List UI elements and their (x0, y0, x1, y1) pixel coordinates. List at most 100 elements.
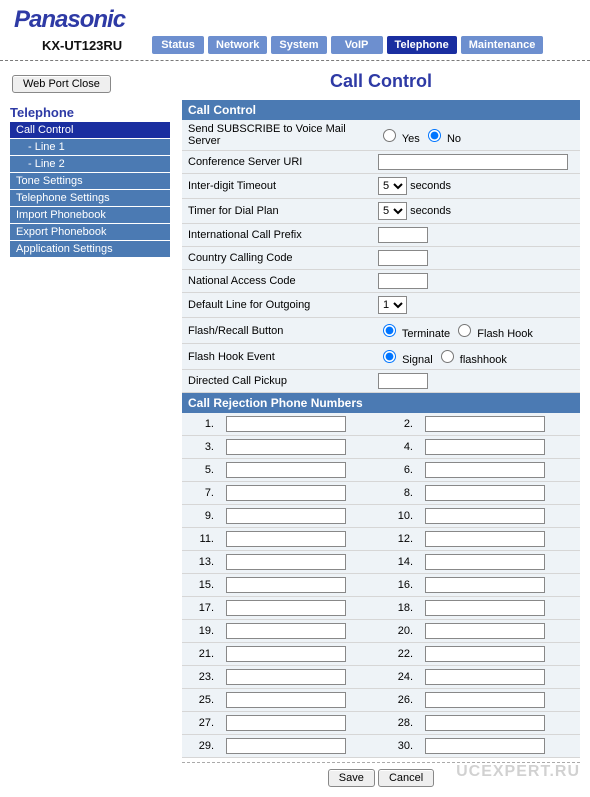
rej-input-13[interactable] (226, 554, 346, 570)
rej-num-14: 14. (381, 551, 421, 574)
rej-num-11: 11. (182, 528, 222, 551)
rej-input-26[interactable] (425, 692, 545, 708)
sidebar-heading: Telephone (10, 105, 170, 120)
rej-num-18: 18. (381, 597, 421, 620)
rej-num-25: 25. (182, 689, 222, 712)
nav-tab-maintenance[interactable]: Maintenance (461, 36, 544, 54)
main-content: Call Control Call Control Send SUBSCRIBE… (182, 61, 580, 791)
rej-input-30[interactable] (425, 738, 545, 754)
rej-num-13: 13. (182, 551, 222, 574)
rej-num-15: 15. (182, 574, 222, 597)
rej-input-20[interactable] (425, 623, 545, 639)
rej-input-9[interactable] (226, 508, 346, 524)
rej-num-7: 7. (182, 482, 222, 505)
rej-input-27[interactable] (226, 715, 346, 731)
intlprefix-input[interactable] (378, 227, 428, 243)
hook-flashhook-radio[interactable] (441, 350, 454, 363)
rej-num-8: 8. (381, 482, 421, 505)
rej-input-8[interactable] (425, 485, 545, 501)
brand-bar: Panasonic (0, 0, 590, 36)
rej-input-23[interactable] (226, 669, 346, 685)
sidebar-item-2[interactable]: - Line 2 (10, 156, 170, 172)
call-control-form: Send SUBSCRIBE to Voice Mail Server Yes … (182, 120, 580, 393)
dcp-input[interactable] (378, 373, 428, 389)
page-title: Call Control (182, 61, 580, 100)
hook-signal-option[interactable]: Signal (378, 354, 433, 366)
rej-input-17[interactable] (226, 600, 346, 616)
web-port-close-button[interactable]: Web Port Close (12, 75, 111, 93)
rej-input-10[interactable] (425, 508, 545, 524)
hook-label: Flash Hook Event (182, 344, 372, 370)
rej-num-5: 5. (182, 459, 222, 482)
sidebar-item-6[interactable]: Export Phonebook (10, 224, 170, 240)
defline-label: Default Line for Outgoing (182, 293, 372, 318)
rej-input-3[interactable] (226, 439, 346, 455)
defline-select[interactable]: 1 (378, 296, 407, 314)
subscribe-no-radio[interactable] (428, 129, 441, 142)
country-input[interactable] (378, 250, 428, 266)
rej-input-12[interactable] (425, 531, 545, 547)
interdigit-select[interactable]: 5 (378, 177, 407, 195)
section-call-rejection: Call Rejection Phone Numbers (182, 393, 580, 413)
section-call-control: Call Control (182, 100, 580, 120)
rej-num-22: 22. (381, 643, 421, 666)
watermark: UCEXPERT.RU (456, 763, 580, 781)
sidebar-item-1[interactable]: - Line 1 (10, 139, 170, 155)
sidebar-item-4[interactable]: Telephone Settings (10, 190, 170, 206)
sidebar-item-0[interactable]: Call Control (10, 122, 170, 138)
flash-terminate-option[interactable]: Terminate (378, 328, 450, 340)
rej-input-29[interactable] (226, 738, 346, 754)
rej-input-28[interactable] (425, 715, 545, 731)
dialplan-select[interactable]: 5 (378, 202, 407, 220)
rej-input-19[interactable] (226, 623, 346, 639)
rej-input-25[interactable] (226, 692, 346, 708)
subscribe-label: Send SUBSCRIBE to Voice Mail Server (182, 120, 372, 151)
rej-num-28: 28. (381, 712, 421, 735)
country-label: Country Calling Code (182, 247, 372, 270)
subscribe-value-cell: Yes No (372, 120, 580, 151)
rej-num-16: 16. (381, 574, 421, 597)
save-button[interactable]: Save (328, 769, 375, 787)
rej-input-21[interactable] (226, 646, 346, 662)
subscribe-yes-radio[interactable] (383, 129, 396, 142)
nav-tab-network[interactable]: Network (208, 36, 267, 54)
nav-tab-voip[interactable]: VoIP (331, 36, 383, 54)
nac-input[interactable] (378, 273, 428, 289)
rej-input-18[interactable] (425, 600, 545, 616)
nav-tab-telephone[interactable]: Telephone (387, 36, 457, 54)
flash-terminate-radio[interactable] (383, 324, 396, 337)
hook-flashhook-option[interactable]: flashhook (436, 354, 507, 366)
conf-uri-label: Conference Server URI (182, 151, 372, 174)
rej-num-3: 3. (182, 436, 222, 459)
rej-input-22[interactable] (425, 646, 545, 662)
rej-input-4[interactable] (425, 439, 545, 455)
rej-num-23: 23. (182, 666, 222, 689)
rej-input-7[interactable] (226, 485, 346, 501)
hook-signal-radio[interactable] (383, 350, 396, 363)
nav-tab-system[interactable]: System (271, 36, 326, 54)
flash-hook-radio[interactable] (458, 324, 471, 337)
rej-input-5[interactable] (226, 462, 346, 478)
dcp-label: Directed Call Pickup (182, 370, 372, 393)
subscribe-no-option[interactable]: No (423, 133, 461, 145)
cancel-button[interactable]: Cancel (378, 769, 434, 787)
rej-input-15[interactable] (226, 577, 346, 593)
sidebar-item-3[interactable]: Tone Settings (10, 173, 170, 189)
subscribe-yes-option[interactable]: Yes (378, 133, 420, 145)
sidebar-item-7[interactable]: Application Settings (10, 241, 170, 257)
rej-input-14[interactable] (425, 554, 545, 570)
intlprefix-label: International Call Prefix (182, 224, 372, 247)
flash-hook-option[interactable]: Flash Hook (453, 328, 533, 340)
rej-input-11[interactable] (226, 531, 346, 547)
sidebar: Web Port Close Telephone Call Control- L… (10, 61, 170, 791)
conf-uri-input[interactable] (378, 154, 568, 170)
rej-input-16[interactable] (425, 577, 545, 593)
interdigit-label: Inter-digit Timeout (182, 174, 372, 199)
rej-input-24[interactable] (425, 669, 545, 685)
rej-input-1[interactable] (226, 416, 346, 432)
rej-input-6[interactable] (425, 462, 545, 478)
sidebar-item-5[interactable]: Import Phonebook (10, 207, 170, 223)
rej-input-2[interactable] (425, 416, 545, 432)
nav-tab-status[interactable]: Status (152, 36, 204, 54)
footer-buttons: Save Cancel UCEXPERT.RU (182, 762, 580, 791)
